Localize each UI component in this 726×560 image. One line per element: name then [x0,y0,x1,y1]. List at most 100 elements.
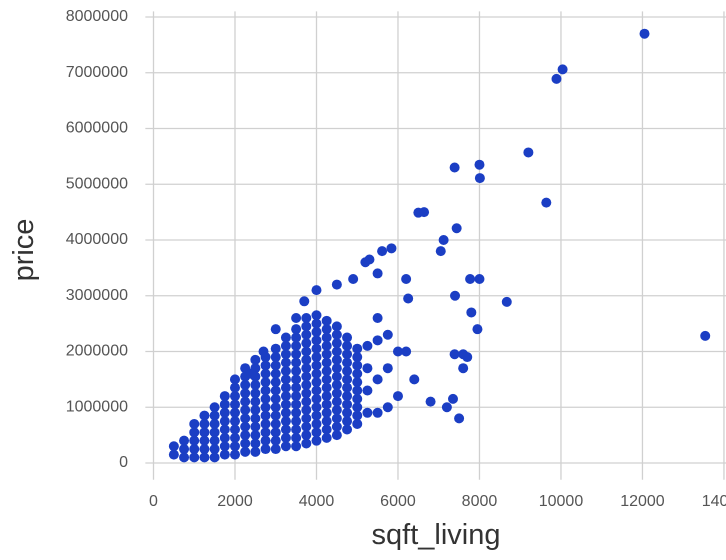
point [199,435,210,446]
point [321,357,332,368]
point [474,274,485,284]
point [331,379,342,390]
point [342,365,353,376]
point [372,407,383,418]
point [260,418,271,429]
point [311,427,322,438]
point [219,416,230,427]
point [219,424,230,435]
point [270,410,281,421]
point [331,338,342,349]
point [291,313,302,324]
point [311,385,322,396]
point [639,28,650,39]
point [189,427,200,438]
point [362,363,373,374]
point [209,427,220,438]
point [342,382,353,393]
point [352,368,363,379]
point [240,421,251,432]
point [321,407,332,418]
point [301,321,312,332]
point [209,452,220,463]
point [219,399,230,410]
point [270,393,281,404]
point [450,290,461,301]
point [311,435,322,446]
point [291,424,302,435]
point [189,418,200,429]
point [280,441,291,452]
x-tick-label: 6000 [380,493,416,510]
point [331,321,342,332]
y-tick-label: 0 [119,454,128,471]
point [240,430,251,441]
point [280,349,291,360]
point [260,377,271,388]
point [352,377,363,388]
point [377,246,388,257]
point [301,379,312,390]
point [321,365,332,376]
point [229,432,240,443]
point [441,402,452,413]
point [260,410,271,421]
point [311,368,322,379]
y-tick-label: 8000000 [66,8,128,25]
point [250,438,261,449]
point [291,391,302,402]
point [331,329,342,340]
point [311,352,322,363]
point [229,441,240,452]
point [409,374,420,385]
point [301,346,312,357]
y-tick-label: 2000000 [66,343,128,360]
point [352,418,363,429]
point [348,274,359,284]
point [352,352,363,363]
point [291,416,302,427]
point [270,343,281,354]
point [270,444,281,455]
point [299,296,310,307]
point [270,324,281,335]
point [250,388,261,399]
point [321,349,332,360]
point [331,363,342,374]
point [291,407,302,418]
point [352,385,363,396]
point [331,413,342,424]
point [301,438,312,449]
point [270,385,281,396]
point [362,407,373,418]
point [250,421,261,432]
point [270,418,281,429]
y-tick-label: 5000000 [66,175,128,192]
point [179,452,190,463]
point [352,343,363,354]
point [280,382,291,393]
point [291,324,302,335]
point [311,377,322,388]
point [321,391,332,402]
point [240,413,251,424]
point [270,402,281,413]
point [229,374,240,385]
x-tick-label: 12000 [620,493,665,510]
point [449,162,460,173]
point [229,391,240,402]
point [331,421,342,432]
point [301,421,312,432]
x-tick-label: 0 [149,493,158,510]
point [372,335,383,346]
point [301,338,312,349]
point [301,430,312,441]
point [342,407,353,418]
x-tick-label: 10000 [539,493,584,510]
point [301,313,312,324]
point [382,402,393,413]
point [321,399,332,410]
point [342,399,353,410]
point [435,246,446,257]
